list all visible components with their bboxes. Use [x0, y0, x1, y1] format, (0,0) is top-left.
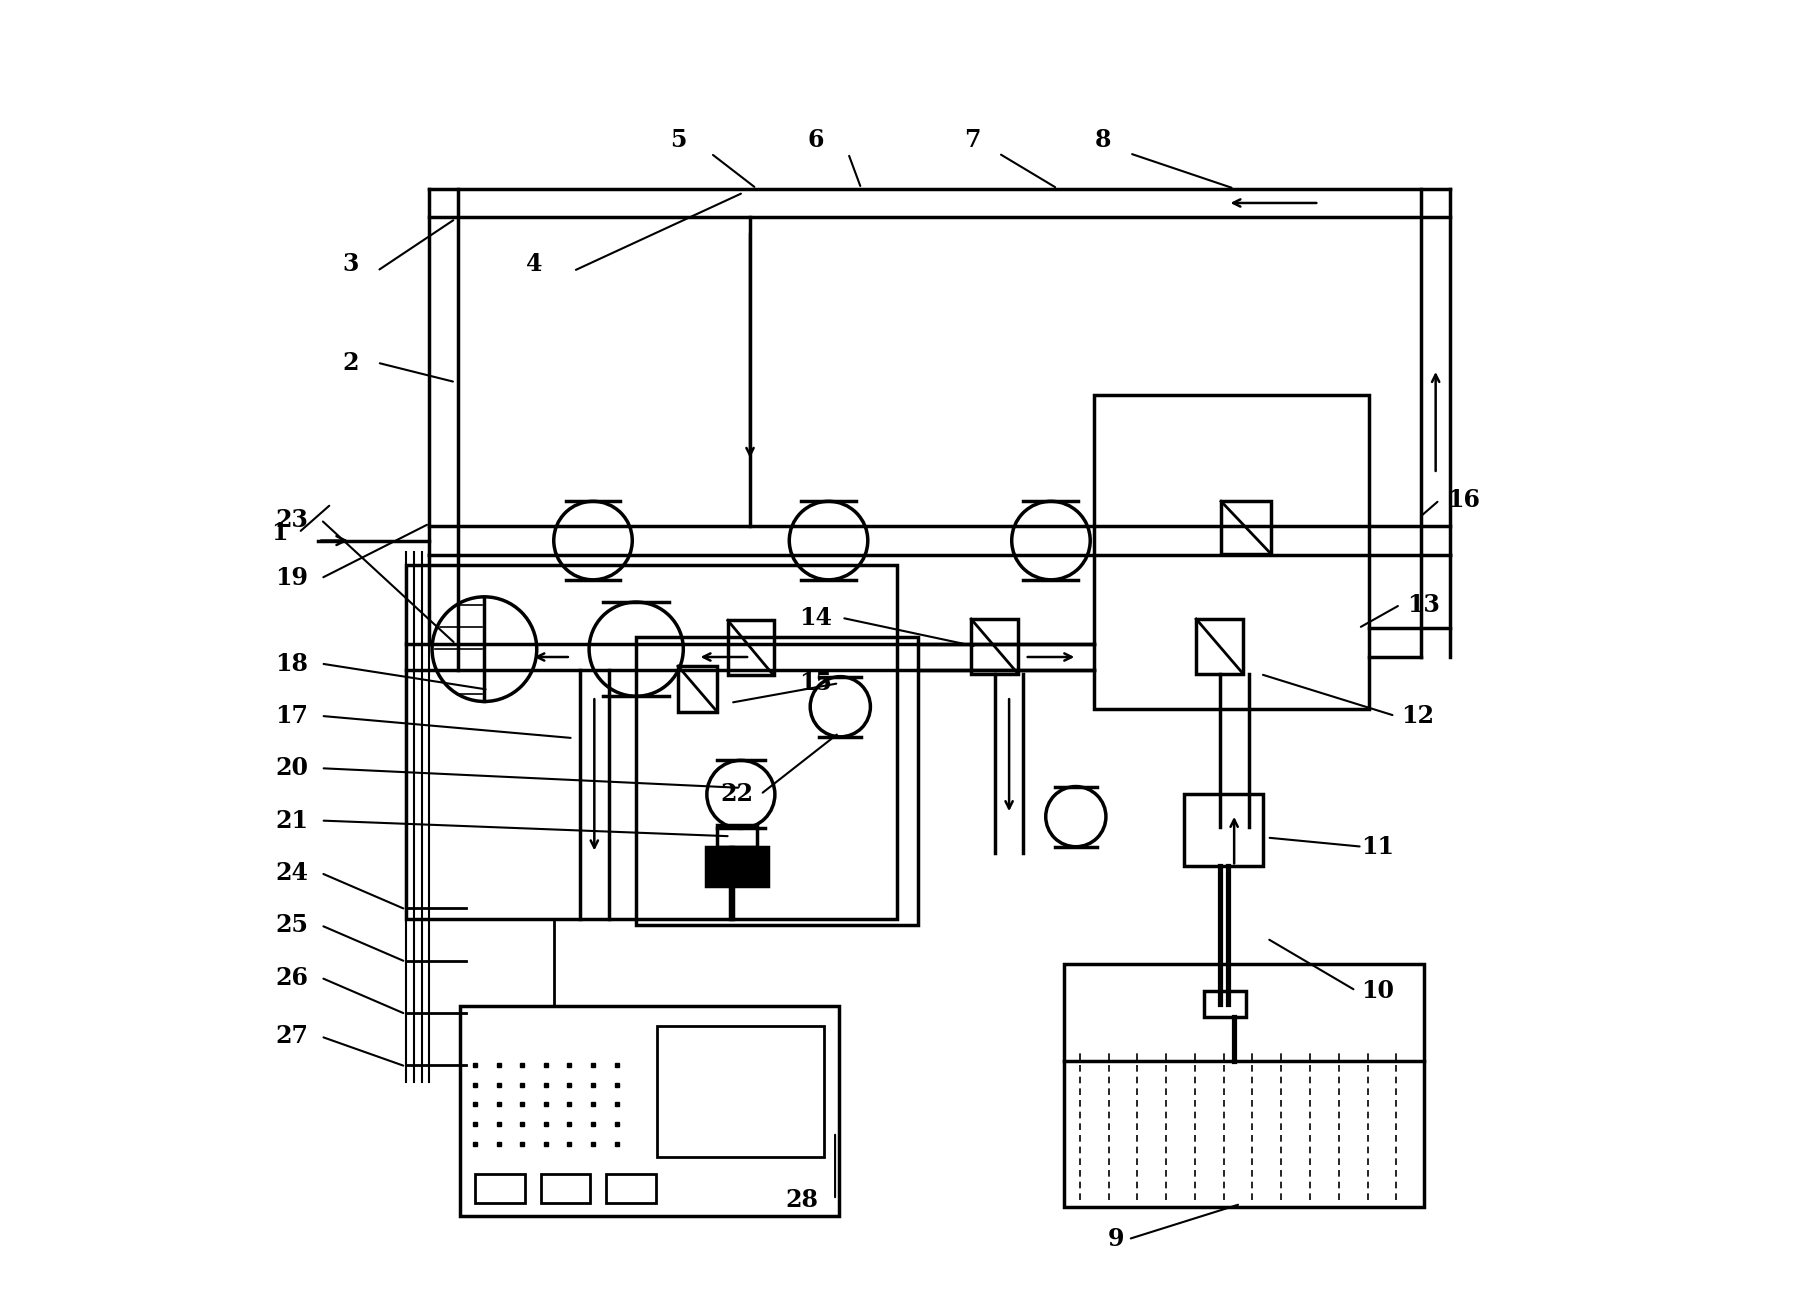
Text: 6: 6: [807, 129, 823, 152]
Bar: [607, 1173, 656, 1202]
Text: 27: 27: [276, 1025, 308, 1049]
Text: 14: 14: [800, 606, 832, 629]
Text: 21: 21: [276, 808, 308, 833]
Text: 12: 12: [1401, 704, 1434, 728]
Text: 16: 16: [1446, 487, 1480, 512]
Bar: [657, 1026, 823, 1156]
Bar: [971, 619, 1018, 674]
Text: 3: 3: [342, 252, 358, 276]
Text: 26: 26: [276, 966, 308, 989]
Bar: [405, 565, 897, 918]
Bar: [706, 846, 769, 886]
Bar: [1095, 396, 1369, 710]
Text: 23: 23: [276, 507, 308, 532]
Text: 22: 22: [720, 782, 753, 807]
Text: 4: 4: [526, 252, 542, 276]
Text: 15: 15: [800, 671, 832, 695]
Text: 1: 1: [270, 520, 286, 545]
Bar: [636, 637, 917, 925]
Bar: [728, 620, 774, 675]
Text: 8: 8: [1095, 129, 1111, 152]
Bar: [1196, 619, 1243, 674]
Text: 25: 25: [276, 913, 308, 937]
Text: 10: 10: [1362, 979, 1394, 1003]
Bar: [1221, 502, 1272, 553]
Bar: [717, 825, 758, 846]
Text: 20: 20: [276, 757, 308, 781]
Bar: [1185, 795, 1263, 866]
Bar: [475, 1173, 524, 1202]
Text: 7: 7: [964, 129, 982, 152]
Text: 13: 13: [1407, 593, 1441, 616]
Bar: [1205, 991, 1246, 1017]
Bar: [459, 1007, 839, 1215]
Text: 19: 19: [276, 566, 308, 590]
Text: 18: 18: [276, 652, 308, 675]
Text: 24: 24: [276, 861, 308, 884]
Text: 17: 17: [276, 704, 308, 728]
Text: 2: 2: [342, 351, 358, 374]
Text: 5: 5: [670, 129, 686, 152]
Text: 9: 9: [1108, 1227, 1124, 1251]
Bar: [1064, 964, 1425, 1206]
Bar: [540, 1173, 591, 1202]
Bar: [677, 666, 717, 712]
Text: 11: 11: [1362, 834, 1394, 859]
Text: 28: 28: [785, 1188, 819, 1212]
